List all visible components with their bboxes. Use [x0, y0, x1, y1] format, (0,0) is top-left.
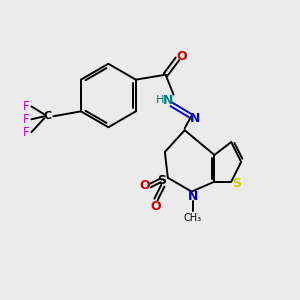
Text: N: N	[188, 190, 198, 203]
Text: F: F	[23, 100, 30, 113]
Text: N: N	[164, 94, 174, 107]
Text: H: H	[155, 95, 164, 106]
Text: S: S	[232, 177, 241, 190]
Text: F: F	[23, 126, 30, 139]
Text: N: N	[190, 112, 200, 125]
Text: CH₃: CH₃	[184, 213, 202, 224]
Text: O: O	[176, 50, 187, 63]
Text: O: O	[151, 200, 161, 213]
Text: O: O	[140, 179, 150, 192]
Text: S: S	[158, 174, 166, 187]
Text: F: F	[23, 113, 30, 126]
Text: C: C	[43, 111, 51, 121]
